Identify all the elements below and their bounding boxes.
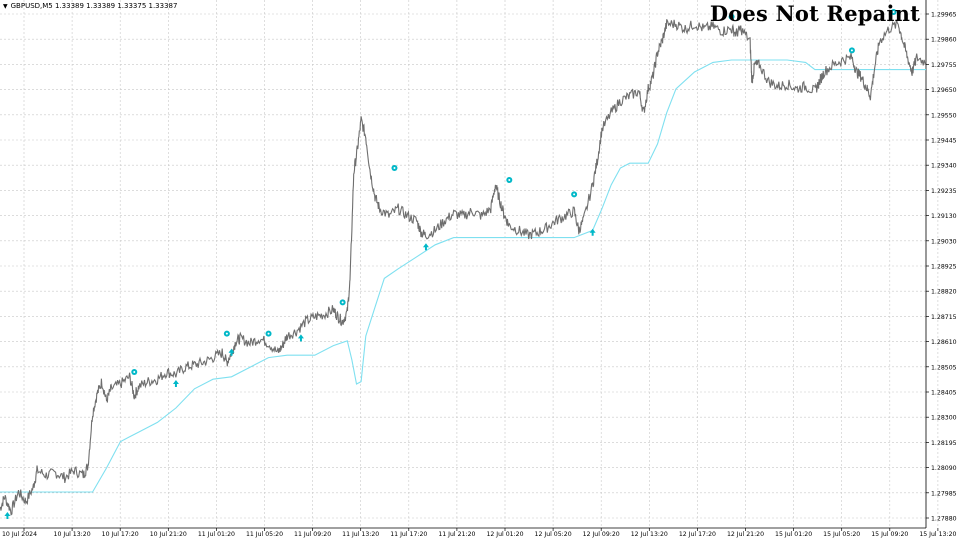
exit-signal-icon xyxy=(890,9,897,15)
price-axis-label: 1.29030 xyxy=(931,238,957,245)
time-axis-label: 15 Jul 05:20 xyxy=(823,531,860,538)
exit-signal-icon xyxy=(265,330,272,337)
time-axis-label: 11 Jul 09:20 xyxy=(294,531,331,538)
up-arrow-icon xyxy=(297,334,304,342)
time-axis-label: 12 Jul 13:20 xyxy=(631,531,668,538)
triangle-down-icon[interactable]: ▼ xyxy=(3,3,8,10)
price-axis-label: 1.28925 xyxy=(931,264,957,271)
exit-signal-icon xyxy=(848,47,855,54)
price-axis-label: 1.29650 xyxy=(931,87,957,94)
exit-signal-icon xyxy=(391,165,398,171)
time-axis-label: 12 Jul 09:20 xyxy=(583,531,620,538)
exit-signal-icon xyxy=(571,191,578,198)
exit-signal-icon xyxy=(339,299,346,306)
time-axis-label: 12 Jul 17:20 xyxy=(679,531,716,538)
price-axis-label: 1.29755 xyxy=(931,62,957,69)
price-axis-label: 1.28715 xyxy=(931,314,957,321)
time-axis-label: 12 Jul 21:20 xyxy=(727,531,764,538)
up-arrow-icon xyxy=(172,380,179,387)
time-axis-label: 15 Jul 01:20 xyxy=(775,531,812,538)
price-axis-label: 1.27880 xyxy=(931,516,957,523)
exit-signal-icon xyxy=(223,330,230,337)
symbol-header: ▼ GBPUSD,M5 1.33389 1.33389 1.33375 1.333… xyxy=(3,2,177,10)
time-axis-label: 10 Jul 21:20 xyxy=(150,531,187,538)
ohlc-values: 1.33389 1.33389 1.33375 1.33387 xyxy=(54,2,178,10)
price-axis-label: 1.28610 xyxy=(931,339,957,346)
time-axis-label: 11 Jul 17:20 xyxy=(390,531,427,538)
price-axis-label: 1.28300 xyxy=(931,415,957,422)
price-line xyxy=(0,19,927,516)
price-axis-label: 1.29860 xyxy=(931,37,957,44)
price-axis-label: 1.29130 xyxy=(931,213,957,220)
price-axis-label: 1.29340 xyxy=(931,163,957,170)
overlay-caption: Does Not Repaint xyxy=(709,1,920,26)
time-axis-label: 15 Jul 13:20 xyxy=(919,531,956,538)
price-axis-label: 1.29445 xyxy=(931,138,957,145)
time-axis-label: 15 Jul 09:20 xyxy=(871,531,908,538)
time-axis-label: 10 Jul 2024 xyxy=(2,531,37,538)
time-axis-label: 12 Jul 01:20 xyxy=(486,531,523,538)
price-axis-label: 1.28090 xyxy=(931,465,957,472)
price-axis-label: 1.29965 xyxy=(931,12,957,19)
up-arrow-icon xyxy=(589,228,596,236)
exit-signal-icon xyxy=(506,177,513,183)
symbol-name: GBPUSD,M5 xyxy=(10,2,53,10)
time-axis-label: 12 Jul 05:20 xyxy=(535,531,572,538)
exit-signal-icon xyxy=(728,13,735,20)
time-axis-label: 11 Jul 21:20 xyxy=(438,531,475,538)
up-arrow-icon xyxy=(422,243,429,251)
time-axis-label: 10 Jul 17:20 xyxy=(102,531,139,538)
price-axis-label: 1.29550 xyxy=(931,112,957,119)
up-arrow-icon xyxy=(4,512,11,519)
price-axis-label: 1.29235 xyxy=(931,188,957,195)
time-axis-label: 10 Jul 13:20 xyxy=(54,531,91,538)
price-axis-label: 1.28405 xyxy=(931,390,957,397)
indicator-line xyxy=(0,59,926,493)
price-axis-label: 1.28820 xyxy=(931,289,957,296)
time-axis-label: 11 Jul 13:20 xyxy=(342,531,379,538)
time-axis-label: 11 Jul 01:20 xyxy=(198,531,235,538)
time-axis-label: 11 Jul 05:20 xyxy=(246,531,283,538)
price-axis-label: 1.27985 xyxy=(931,490,957,497)
up-arrow-icon xyxy=(228,348,235,356)
price-axis-label: 1.28505 xyxy=(931,364,957,371)
price-axis-label: 1.28195 xyxy=(931,440,957,447)
exit-signal-icon xyxy=(131,369,138,375)
